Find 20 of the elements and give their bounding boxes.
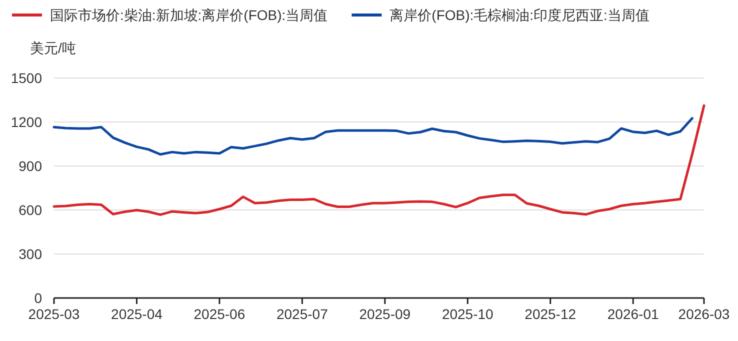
x-tick-label: 2025-04 bbox=[111, 306, 163, 322]
y-tick-label: 1500 bbox=[10, 70, 42, 86]
legend-label: 国际市场价:柴油:新加坡:离岸价(FOB):当周值 bbox=[50, 7, 328, 23]
x-tick-label: 2025-09 bbox=[359, 306, 411, 322]
x-tick-label: 2025-07 bbox=[276, 306, 328, 322]
x-tick-label: 2025-12 bbox=[524, 306, 576, 322]
x-tick-label: 2025-10 bbox=[442, 306, 494, 322]
y-tick-label: 600 bbox=[18, 202, 42, 218]
x-tick-label: 2026-03 bbox=[678, 306, 730, 322]
y-tick-label: 300 bbox=[18, 246, 42, 262]
y-tick-label: 900 bbox=[18, 158, 42, 174]
line-series bbox=[52, 104, 706, 216]
x-tick-label: 2026-01 bbox=[607, 306, 659, 322]
x-tick-label: 2025-03 bbox=[28, 306, 80, 322]
y-tick-label: 0 bbox=[34, 290, 42, 306]
y-tick-label: 1200 bbox=[10, 114, 42, 130]
legend-label: 离岸价(FOB):毛棕榈油:印度尼西亚:当周值 bbox=[390, 7, 650, 23]
y-axis-title: 美元/吨 bbox=[30, 40, 76, 56]
x-tick-label: 2025-06 bbox=[194, 306, 246, 322]
line-series bbox=[52, 117, 694, 156]
